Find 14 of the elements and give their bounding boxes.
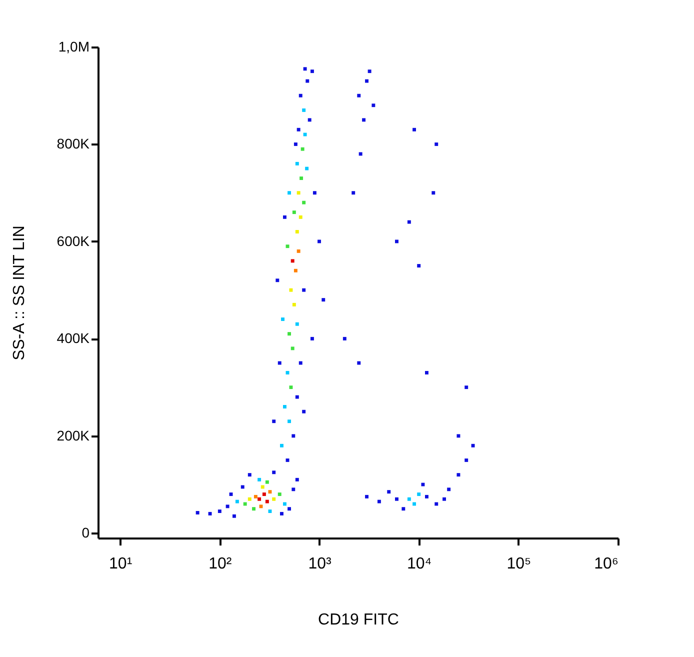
x-tick-label: 10¹: [109, 556, 132, 572]
x-tick-label: 10⁶: [594, 556, 618, 572]
y-axis-title: SS-A :: SS INT LIN: [10, 226, 28, 360]
x-tick-label: 10⁴: [407, 556, 432, 572]
y-tick-label: 600K: [56, 232, 90, 249]
y-tick-label: 200K: [56, 427, 90, 444]
y-tick-label: 0: [82, 524, 90, 541]
x-tick-label: 10⁵: [506, 556, 532, 572]
x-tick-label: 10³: [308, 556, 332, 572]
y-tick-label: 1,0M: [58, 38, 90, 54]
x-axis-title: CD19 FITC: [318, 612, 399, 628]
x-tick-label: 10²: [208, 556, 232, 572]
y-tick-label: 800K: [56, 136, 90, 152]
y-tick-label: 400K: [56, 330, 90, 346]
